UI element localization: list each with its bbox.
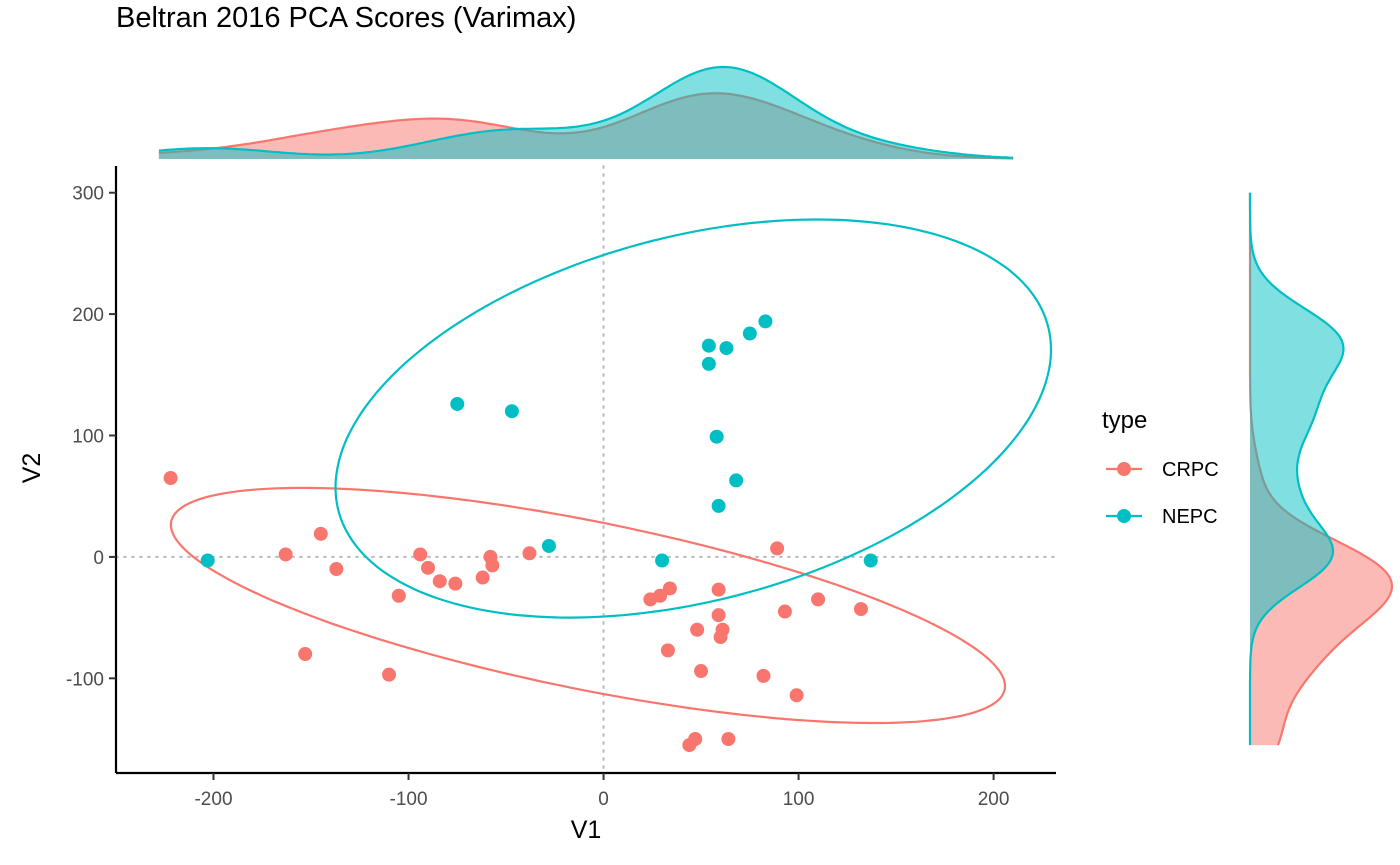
ellipse-nepc — [334, 218, 1053, 619]
point-crpc — [789, 688, 804, 703]
point-crpc — [391, 588, 406, 603]
point-crpc — [694, 664, 709, 679]
point-nepc — [701, 338, 716, 353]
point-nepc — [719, 341, 734, 356]
y-tick-label: 200 — [72, 305, 104, 326]
point-crpc — [163, 470, 178, 485]
point-crpc — [721, 732, 736, 747]
point-crpc — [756, 668, 771, 683]
point-crpc — [662, 581, 677, 596]
axes: -200 -100 0 100 200 -100 0 100 200 300 — [66, 166, 1056, 810]
point-crpc — [711, 582, 726, 597]
point-nepc — [863, 553, 878, 568]
y-tick-label: 300 — [72, 184, 104, 205]
point-nepc — [758, 314, 773, 329]
top-marginal-density — [158, 65, 1014, 160]
point-crpc — [432, 574, 447, 589]
point-crpc — [660, 643, 675, 658]
point-crpc — [421, 560, 436, 575]
y-tick-label: -100 — [66, 669, 104, 690]
top-density-fill-nepc — [158, 67, 1014, 159]
point-nepc — [742, 326, 757, 341]
right-marginal-density — [1248, 192, 1394, 746]
point-crpc — [413, 547, 428, 562]
x-axis-label: V1 — [571, 816, 602, 844]
y-axis-label: V2 — [18, 453, 46, 484]
point-nepc — [729, 473, 744, 488]
right-density-fill-crpc — [1250, 192, 1392, 746]
point-crpc — [475, 570, 490, 585]
point-nepc — [711, 498, 726, 513]
legend-key-point — [1117, 462, 1131, 476]
reference-lines — [115, 165, 1057, 774]
point-nepc — [450, 396, 465, 411]
point-nepc — [200, 553, 215, 568]
x-tick-label: 0 — [598, 789, 609, 810]
x-tick-label: -200 — [194, 789, 232, 810]
data-points — [163, 314, 878, 753]
point-crpc — [777, 604, 792, 619]
point-nepc — [541, 538, 556, 553]
point-crpc — [682, 738, 697, 753]
point-crpc — [653, 588, 668, 603]
point-crpc — [278, 547, 293, 562]
point-crpc — [298, 647, 313, 662]
legend-key-point — [1117, 509, 1131, 523]
point-nepc — [709, 429, 724, 444]
y-tick-label: 100 — [72, 427, 104, 448]
chart-title: Beltran 2016 PCA Scores (Varimax) — [116, 2, 576, 34]
point-crpc — [690, 622, 705, 637]
point-nepc — [701, 356, 716, 371]
confidence-ellipses — [169, 218, 1053, 725]
point-crpc — [485, 558, 500, 573]
x-tick-label: 100 — [783, 789, 815, 810]
point-crpc — [715, 622, 730, 637]
legend-title: type — [1102, 407, 1147, 434]
point-crpc — [522, 546, 537, 561]
y-tick-label: 0 — [93, 548, 104, 569]
top-density-line-nepc — [158, 65, 1014, 159]
point-crpc — [853, 602, 868, 617]
point-crpc — [313, 526, 328, 541]
point-nepc — [655, 553, 670, 568]
ellipse-crpc — [169, 486, 1007, 725]
point-nepc — [504, 404, 519, 419]
point-crpc — [770, 541, 785, 556]
point-crpc — [329, 562, 344, 577]
right-density-line-nepc — [1248, 192, 1345, 746]
x-tick-label: -100 — [390, 789, 428, 810]
point-crpc — [811, 592, 826, 607]
legend-label-crpc: CRPC — [1162, 459, 1219, 481]
point-crpc — [711, 608, 726, 623]
legend-label-nepc: NEPC — [1162, 506, 1218, 528]
point-crpc — [448, 576, 463, 591]
point-crpc — [382, 667, 397, 682]
legend: type CRPC NEPC — [1102, 407, 1219, 528]
x-tick-label: 200 — [978, 789, 1010, 810]
